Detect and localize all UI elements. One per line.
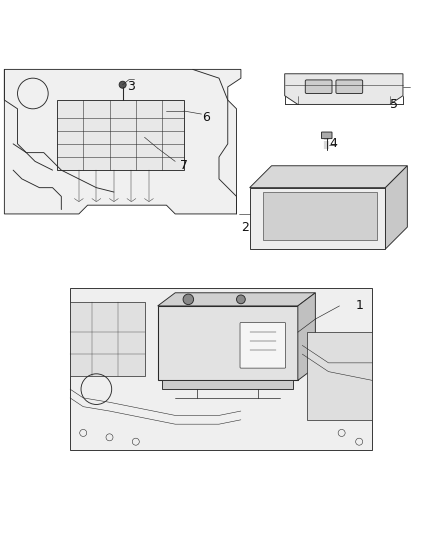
Circle shape <box>119 81 126 88</box>
Polygon shape <box>158 306 298 381</box>
Polygon shape <box>70 288 372 450</box>
Text: 6: 6 <box>202 111 210 124</box>
Text: 4: 4 <box>329 138 337 150</box>
FancyBboxPatch shape <box>321 132 332 139</box>
Polygon shape <box>4 69 241 214</box>
Polygon shape <box>250 166 407 188</box>
Text: 2: 2 <box>241 221 249 233</box>
Text: 3: 3 <box>127 80 135 93</box>
Text: 7: 7 <box>180 159 188 172</box>
FancyBboxPatch shape <box>305 80 332 93</box>
Polygon shape <box>70 302 145 376</box>
Polygon shape <box>307 332 372 420</box>
FancyBboxPatch shape <box>240 322 286 368</box>
Text: 5: 5 <box>390 98 398 111</box>
Polygon shape <box>158 293 315 306</box>
Polygon shape <box>263 192 377 240</box>
Polygon shape <box>57 100 184 170</box>
FancyBboxPatch shape <box>336 80 363 93</box>
Polygon shape <box>285 74 403 104</box>
Polygon shape <box>250 188 385 249</box>
Circle shape <box>237 295 245 304</box>
Circle shape <box>183 294 194 304</box>
Text: 1: 1 <box>355 300 363 312</box>
Polygon shape <box>298 293 315 381</box>
Polygon shape <box>385 166 407 249</box>
Polygon shape <box>162 381 293 389</box>
